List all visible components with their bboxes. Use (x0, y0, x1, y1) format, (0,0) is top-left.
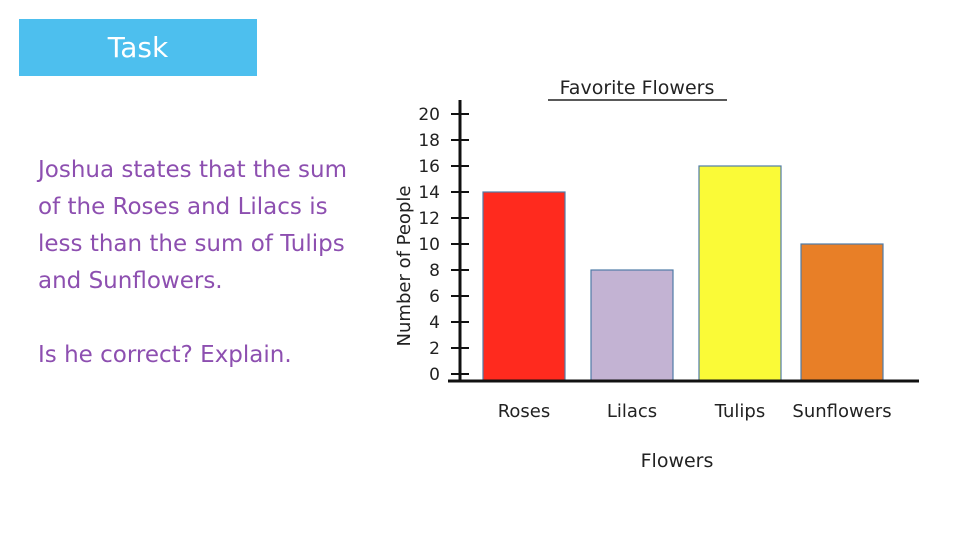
bars-group (482, 165, 884, 382)
y-tick-label: 4 (429, 313, 440, 333)
y-tick-label: 8 (429, 261, 440, 281)
y-tick-label: 12 (418, 209, 440, 229)
task-statement: Joshua states that the sum of the Roses … (38, 157, 347, 294)
task-prompt: Joshua states that the sum of the Roses … (38, 152, 368, 374)
x-axis-label: Flowers (641, 450, 714, 472)
category-label-sunflowers: Sunflowers (792, 401, 891, 422)
category-label-tulips: Tulips (714, 401, 765, 422)
y-tick-label: 10 (418, 235, 440, 255)
y-tick-label: 16 (418, 157, 440, 177)
bar-lilacs (590, 269, 674, 382)
task-banner: Task (19, 19, 257, 76)
y-tick-label: 6 (429, 287, 440, 307)
y-tick-label: 18 (418, 131, 440, 151)
category-labels-group: Roses Lilacs Tulips Sunflowers (498, 401, 892, 422)
y-ticks-group: 0 2 4 6 8 10 12 14 16 18 20 (418, 105, 469, 385)
y-tick-label: 2 (429, 339, 440, 359)
y-tick-label: 20 (418, 105, 440, 125)
bar-sunflowers (800, 243, 884, 382)
chart-title: Favorite Flowers (560, 77, 715, 99)
bar-tulips (698, 165, 782, 382)
bar-roses (482, 191, 566, 382)
category-label-lilacs: Lilacs (607, 401, 657, 422)
y-tick-label: 0 (429, 365, 440, 385)
y-tick-label: 14 (418, 183, 440, 203)
task-question: Is he correct? Explain. (38, 342, 292, 368)
task-title: Task (107, 31, 169, 64)
y-axis-label: Number of People (394, 186, 415, 347)
category-label-roses: Roses (498, 401, 551, 422)
